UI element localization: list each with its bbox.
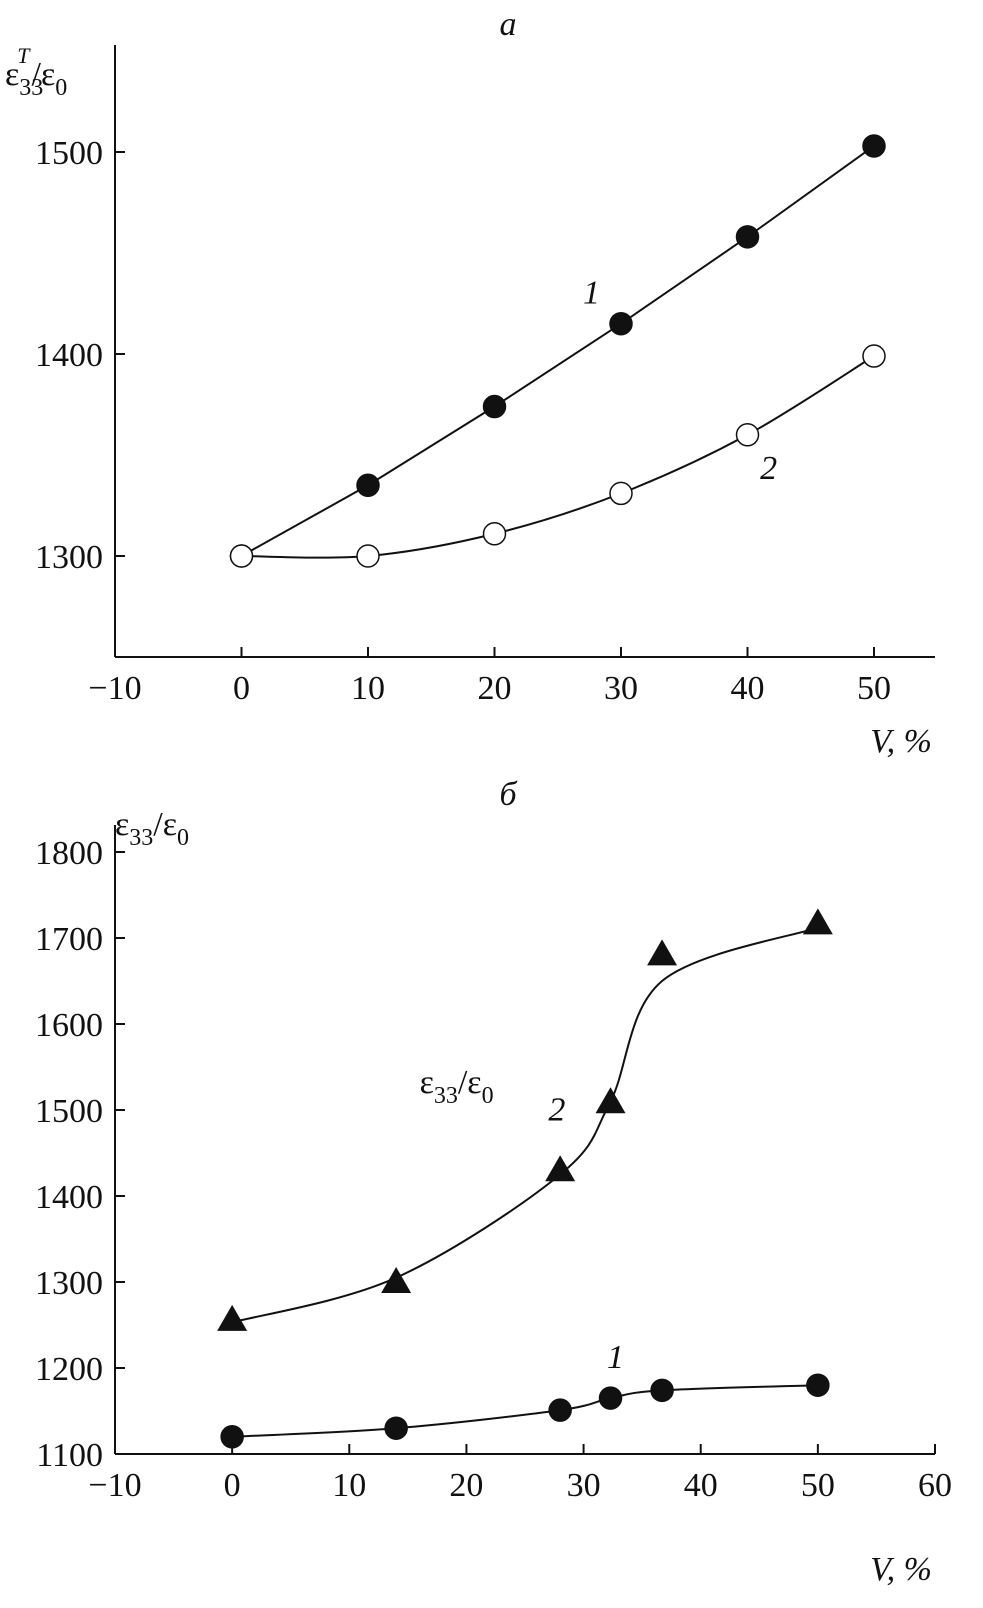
y-tick-label: 1600 [35, 1007, 103, 1044]
x-tick-label: 10 [351, 670, 385, 707]
y-tick-label: 1800 [35, 835, 103, 872]
y-tick-label: 1700 [35, 921, 103, 958]
series-2-point [802, 908, 833, 935]
y-tick-label: 1100 [36, 1437, 103, 1474]
series-2-point [381, 1267, 412, 1293]
series-2-point [595, 1087, 626, 1114]
panel-label: б [499, 776, 518, 813]
series-2-point [482, 522, 507, 546]
series-1-label: 1 [607, 1339, 624, 1376]
series-1-point [220, 1425, 244, 1449]
x-axis-label: V, % [870, 723, 932, 760]
series-2-point [647, 939, 678, 966]
x-tick-label: 30 [567, 1467, 601, 1504]
series-1-point [356, 473, 380, 498]
series-1-point [482, 394, 507, 419]
series-2-point [229, 544, 254, 568]
y-tick-label: 1500 [35, 1093, 103, 1130]
x-tick-label: 10 [332, 1467, 366, 1504]
panel-b: б −10 0 10 20 30 40 50 60 1100 1200 1300 1400 1500 160… [35, 776, 952, 1588]
series-2-label: 2 [548, 1091, 565, 1128]
x-tick-label: 50 [801, 1467, 835, 1504]
series-2-point [356, 544, 380, 568]
series-1-point [862, 134, 886, 158]
x-tick-label: 20 [478, 670, 512, 707]
y-tick-label: 1400 [35, 337, 103, 374]
x-tick-label: 50 [857, 670, 891, 707]
x-tick-label: 20 [449, 1467, 483, 1504]
x-tick-label: −10 [88, 1467, 141, 1504]
series-2-line [231, 926, 819, 1324]
series-2-point [735, 423, 760, 447]
x-axis-label: V, % [870, 1551, 932, 1588]
x-tick-label: 0 [233, 670, 250, 707]
series-1-point [598, 1386, 623, 1410]
series-2-line [241, 355, 875, 559]
series-1-point [548, 1398, 572, 1422]
y-tick-label: 1300 [35, 1265, 103, 1302]
series-2-point [609, 481, 633, 506]
x-tick-label: 30 [604, 670, 638, 707]
series-1-point [609, 311, 633, 336]
x-tick-label: −10 [88, 670, 141, 707]
series-1-line [232, 1384, 818, 1438]
series-2-label: 2 [760, 450, 777, 487]
x-tick-label: 0 [224, 1467, 241, 1504]
y-axis-label: ε33T/ε0 [5, 43, 67, 101]
series-1-line [241, 145, 875, 557]
x-tick-label: 60 [918, 1467, 952, 1504]
series-2-point [217, 1304, 248, 1331]
panel-a: а −10 0 10 20 30 40 50 1300 1400 1500 ε33T/ε0 V, % 1 2 [5, 6, 935, 760]
annotation: ε33/ε0 [420, 1064, 494, 1109]
series-2-point [862, 344, 886, 368]
series-2-point [545, 1155, 576, 1182]
y-tick-label: 1300 [35, 539, 103, 576]
y-tick-label: 1200 [35, 1351, 103, 1388]
y-tick-label: 1400 [35, 1179, 103, 1216]
series-1-point [650, 1378, 674, 1403]
panel-label: а [500, 6, 517, 43]
y-axis-label: ε33/ε0 [115, 806, 189, 851]
series-1-label: 1 [583, 275, 600, 312]
series-1-point [806, 1373, 830, 1397]
y-tick-label: 1500 [35, 135, 103, 172]
series-1-point [384, 1416, 408, 1440]
x-tick-label: 40 [731, 670, 765, 707]
series-1-point [735, 225, 760, 249]
x-tick-label: 40 [684, 1467, 718, 1504]
